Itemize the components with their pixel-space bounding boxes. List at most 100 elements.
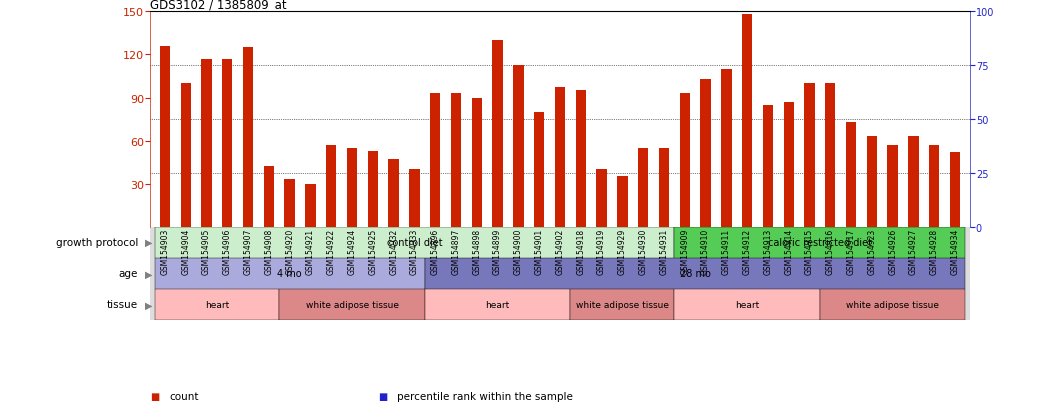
Bar xyxy=(326,145,336,227)
Point xyxy=(781,106,797,112)
Text: 28 mo: 28 mo xyxy=(679,268,710,279)
Bar xyxy=(410,170,420,227)
Bar xyxy=(617,177,627,227)
Bar xyxy=(155,258,425,289)
Point xyxy=(157,63,173,69)
Bar xyxy=(425,289,570,320)
Point xyxy=(386,95,402,102)
Bar xyxy=(674,227,965,258)
Point xyxy=(240,63,256,69)
Text: heart: heart xyxy=(485,300,510,309)
Point xyxy=(885,97,901,104)
Text: age: age xyxy=(118,268,138,279)
Point xyxy=(323,95,339,102)
Text: white adipose tissue: white adipose tissue xyxy=(846,300,940,309)
Bar xyxy=(201,59,212,227)
Point xyxy=(448,63,465,69)
Text: white adipose tissue: white adipose tissue xyxy=(306,300,398,309)
Text: tissue: tissue xyxy=(107,299,138,310)
Bar xyxy=(160,47,170,227)
Point xyxy=(198,63,215,69)
Point xyxy=(718,67,734,74)
Bar xyxy=(555,88,565,227)
Bar xyxy=(493,41,503,227)
Bar xyxy=(284,180,295,227)
Bar xyxy=(658,148,669,227)
Point xyxy=(905,97,922,104)
Bar xyxy=(762,105,774,227)
Point xyxy=(864,95,880,102)
Point xyxy=(614,106,630,112)
Point xyxy=(365,99,382,106)
Text: percentile rank within the sample: percentile rank within the sample xyxy=(397,391,573,401)
Bar xyxy=(721,70,731,227)
Bar xyxy=(929,145,940,227)
Bar xyxy=(243,48,253,227)
Bar xyxy=(279,289,425,320)
Bar xyxy=(570,289,674,320)
Bar xyxy=(389,160,399,227)
Bar xyxy=(700,80,710,227)
Point xyxy=(260,102,277,108)
Bar xyxy=(867,137,877,227)
Bar xyxy=(430,94,441,227)
Text: ■: ■ xyxy=(150,391,160,401)
Bar xyxy=(576,91,586,227)
Point xyxy=(510,67,527,74)
Point xyxy=(926,95,943,102)
Bar xyxy=(888,145,898,227)
Text: heart: heart xyxy=(204,300,229,309)
Point xyxy=(655,95,672,102)
Bar xyxy=(346,148,358,227)
Point xyxy=(219,65,235,71)
Bar xyxy=(846,123,857,227)
Point xyxy=(177,69,194,76)
Point xyxy=(469,67,485,74)
Point xyxy=(531,80,548,87)
Bar xyxy=(472,98,482,227)
Bar xyxy=(805,84,815,227)
Text: ■: ■ xyxy=(379,391,388,401)
Bar xyxy=(305,184,315,227)
Bar xyxy=(950,153,960,227)
Point xyxy=(343,97,360,104)
Text: ▶: ▶ xyxy=(145,299,152,310)
Bar xyxy=(820,289,965,320)
Point xyxy=(697,74,713,80)
Bar xyxy=(425,258,965,289)
Bar xyxy=(451,94,461,227)
Point xyxy=(760,102,777,108)
Point xyxy=(281,106,298,112)
Point xyxy=(738,63,755,69)
Bar xyxy=(180,84,191,227)
Point xyxy=(552,71,568,78)
Point xyxy=(947,95,963,102)
Point xyxy=(843,80,860,87)
Text: white adipose tissue: white adipose tissue xyxy=(576,300,669,309)
Text: count: count xyxy=(169,391,198,401)
Text: growth protocol: growth protocol xyxy=(56,237,138,248)
Bar xyxy=(679,94,690,227)
Text: control diet: control diet xyxy=(387,237,442,248)
Point xyxy=(302,102,318,108)
Bar xyxy=(638,148,648,227)
Text: 4 mo: 4 mo xyxy=(277,268,302,279)
Bar xyxy=(784,102,794,227)
Bar xyxy=(155,289,279,320)
Point xyxy=(572,74,589,80)
Text: ▶: ▶ xyxy=(145,237,152,248)
Bar xyxy=(596,170,607,227)
Point xyxy=(822,78,839,84)
Bar xyxy=(741,15,752,227)
Point xyxy=(593,97,610,104)
Text: GDS3102 / 1385809_at: GDS3102 / 1385809_at xyxy=(150,0,287,11)
Bar xyxy=(263,167,274,227)
Bar xyxy=(368,151,379,227)
Point xyxy=(635,95,651,102)
Point xyxy=(407,95,423,102)
Bar xyxy=(155,227,674,258)
Bar xyxy=(513,65,524,227)
Bar xyxy=(674,289,820,320)
Bar xyxy=(534,113,544,227)
Point xyxy=(802,74,818,80)
